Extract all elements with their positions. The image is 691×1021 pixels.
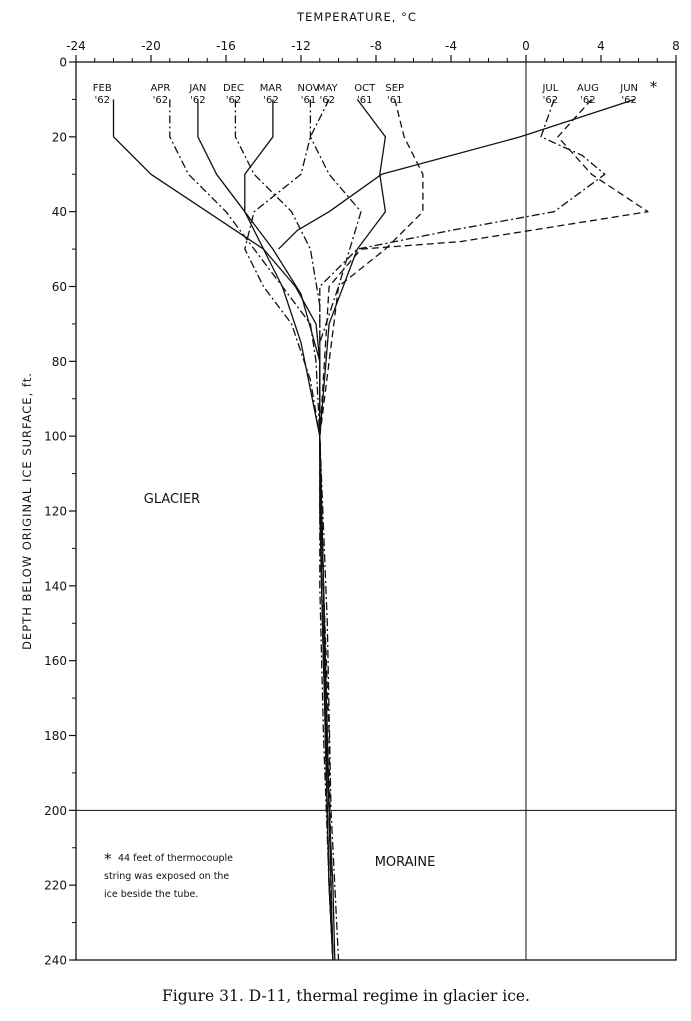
- y-tick-label: 40: [52, 205, 67, 219]
- axis-ticks: -24 -20 -16 -12 -8 -4 0 4 8020406080100120140160…: [44, 39, 680, 968]
- y-tick-label: 160: [44, 654, 67, 668]
- x-tick-label: -12: [291, 39, 311, 53]
- series-label-year-oct-61: '61: [357, 95, 372, 106]
- series-label-year-jun-62: '62: [621, 95, 636, 106]
- y-tick-label: 240: [44, 954, 67, 968]
- x-tick-label: 0: [522, 39, 530, 53]
- series-line-aug-62: [319, 98, 649, 961]
- series-label-month-apr-62: APR: [150, 83, 170, 94]
- series-label-month-may-62: MAY: [317, 83, 339, 94]
- series-label-year-nov-61: '61: [301, 95, 316, 106]
- x-tick-label: 4: [597, 39, 605, 53]
- plot-frame: [75, 61, 677, 961]
- y-tick-label: 140: [44, 579, 67, 593]
- series-line-jan-62: [197, 99, 334, 961]
- x-tick-label: 8: [672, 39, 680, 53]
- y-tick-label: 220: [44, 879, 67, 893]
- series-line-sep-61: [319, 99, 424, 961]
- series-lines: [112, 98, 649, 961]
- y-tick-label: 80: [52, 355, 67, 369]
- series-line-jun-62: [278, 98, 636, 250]
- jun-asterisk-marker: *: [650, 78, 658, 96]
- series-label-year-dec-62: '62: [226, 95, 241, 106]
- series-line-nov-61: [309, 99, 362, 961]
- plot-border: [75, 61, 677, 961]
- y-tick-label: 60: [52, 280, 67, 294]
- y-tick-label: 20: [52, 130, 67, 144]
- series-label-month-oct-61: OCT: [354, 83, 376, 94]
- series-label-month-feb-62: FEB: [93, 83, 112, 94]
- series-label-year-apr-62: '62: [153, 95, 168, 106]
- series-line-apr-62: [169, 99, 334, 961]
- series-label-year-aug-62: '62: [580, 95, 595, 106]
- x-tick-label: -8: [370, 39, 382, 53]
- y-tick-label: 0: [59, 56, 67, 70]
- series-label-month-jun-62: JUN: [619, 83, 638, 94]
- series-label-month-sep-61: SEP: [385, 83, 404, 94]
- series-line-may-62: [244, 99, 334, 961]
- region-label-moraine: MORAINE: [375, 855, 436, 870]
- series-label-year-may-62: '62: [320, 95, 335, 106]
- footnote: * 44 feet of thermocouple string was exp…: [104, 850, 233, 900]
- series-label-year-jan-62: '62: [190, 95, 205, 106]
- series-label-month-jan-62: JAN: [188, 83, 206, 94]
- figure-caption: Figure 31. D-11, thermal regime in glaci…: [162, 987, 530, 1005]
- y-tick-label: 100: [44, 430, 67, 444]
- region-label-glacier: GLACIER: [144, 492, 200, 507]
- footnote-line-3: ice beside the tube.: [104, 889, 198, 900]
- series-line-oct-61: [319, 99, 387, 961]
- series-label-month-dec-62: DEC: [223, 83, 244, 94]
- footnote-asterisk: *: [104, 850, 112, 868]
- y-tick-label: 200: [44, 804, 67, 818]
- y-tick-label: 120: [44, 505, 67, 519]
- series-label-month-jul-62: JUL: [541, 83, 558, 94]
- x-tick-label: -20: [141, 39, 161, 53]
- series-label-month-mar-62: MAR: [260, 83, 282, 94]
- footnote-line-2: string was exposed on the: [104, 871, 229, 882]
- series-label-year-feb-62: '62: [95, 95, 110, 106]
- series-line-jul-62: [319, 99, 606, 961]
- y-tick-label: 180: [44, 729, 67, 743]
- series-label-year-jul-62: '62: [543, 95, 558, 106]
- x-tick-label: -4: [445, 39, 457, 53]
- footnote-line-1: 44 feet of thermocouple: [118, 853, 233, 864]
- series-label-month-nov-61: NOV: [297, 83, 319, 94]
- x-axis-title: TEMPERATURE, °C: [296, 10, 417, 24]
- reference-lines: [76, 62, 676, 960]
- series-label-year-mar-62: '62: [263, 95, 278, 106]
- x-tick-label: -16: [216, 39, 236, 53]
- series-label-year-sep-61: '61: [387, 95, 402, 106]
- y-axis-title: DEPTH BELOW ORIGINAL ICE SURFACE, ft.: [20, 372, 34, 650]
- series-line-dec-62: [234, 99, 340, 961]
- series-labels: FEB'62APR'62JAN'62DEC'62MAR'62NOV'61MAY'…: [93, 78, 658, 106]
- x-tick-label: -24: [66, 39, 86, 53]
- series-label-month-aug-62: AUG: [577, 83, 599, 94]
